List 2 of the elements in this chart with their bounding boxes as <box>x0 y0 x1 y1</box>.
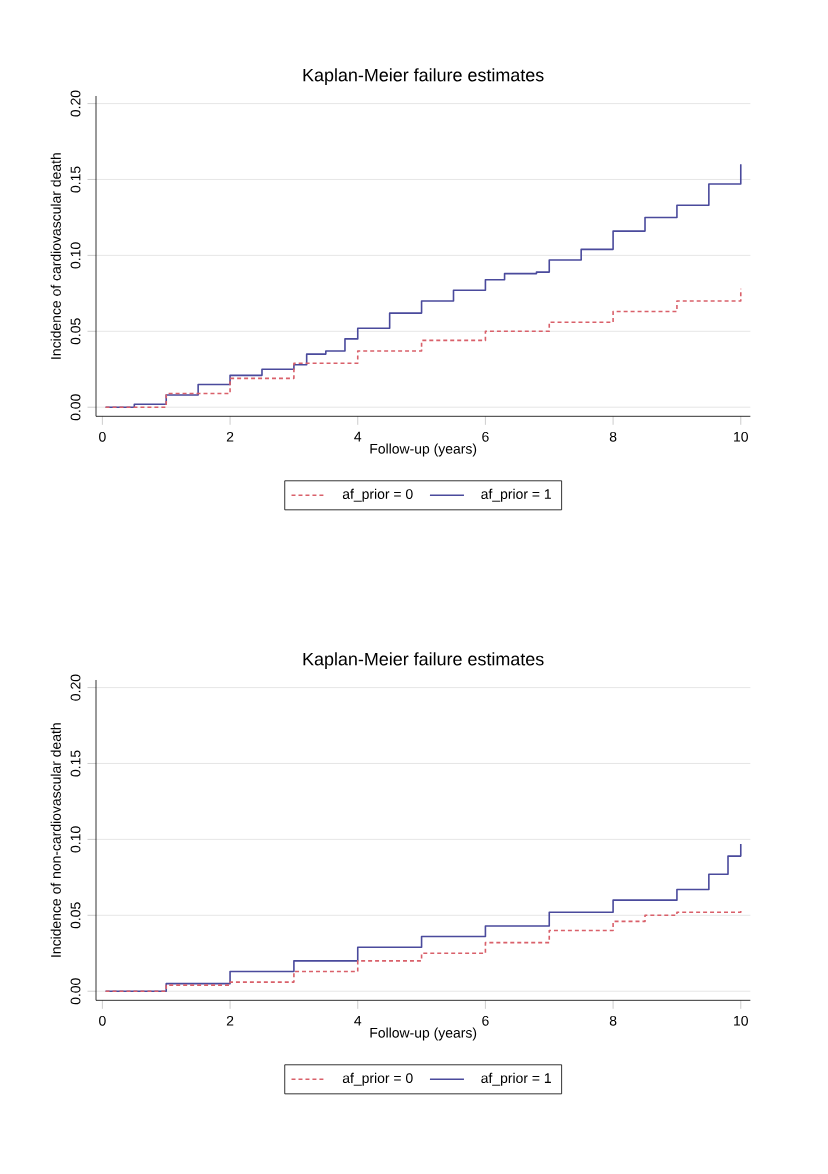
chart-title: Kaplan-Meier failure estimates <box>303 68 544 85</box>
chart-title: Kaplan-Meier failure estimates <box>303 652 544 669</box>
